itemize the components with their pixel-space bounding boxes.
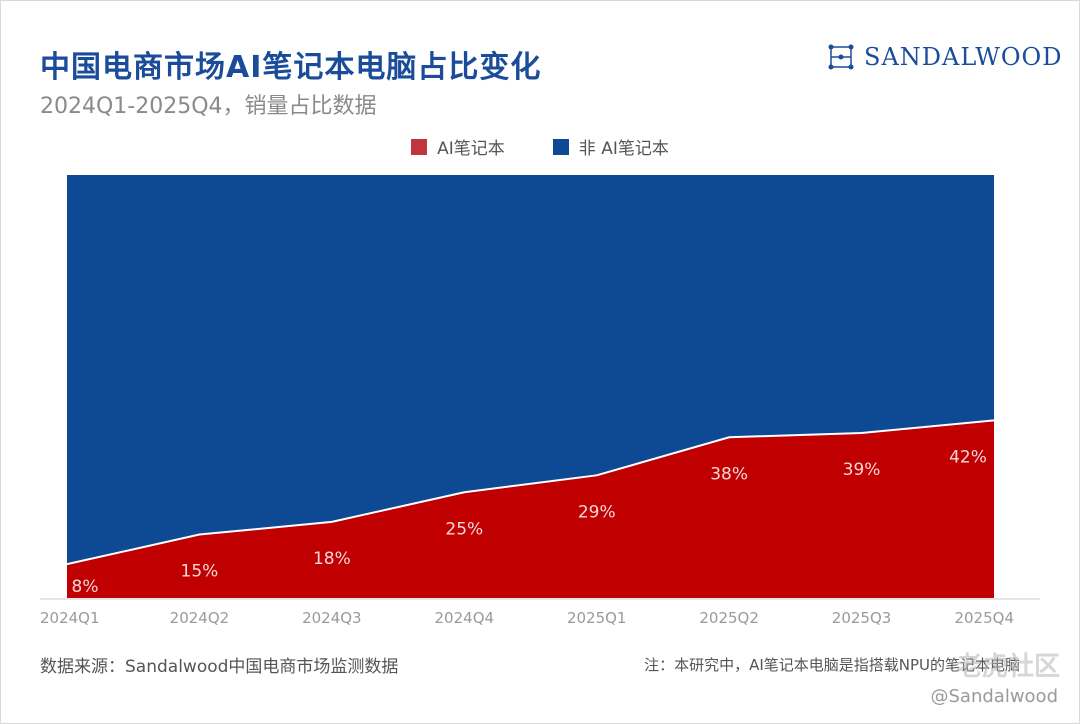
x-tick-label: 2025Q1 bbox=[567, 609, 627, 627]
page-title: 中国电商市场AI笔记本电脑占比变化 bbox=[40, 50, 542, 85]
footnote: 注：本研究中，AI笔记本电脑是指搭载NPU的笔记本电脑 bbox=[644, 656, 1020, 674]
data-label: 29% bbox=[578, 502, 616, 522]
x-tick-label: 2025Q2 bbox=[699, 609, 759, 627]
legend-swatch-non-ai bbox=[552, 138, 569, 155]
data-label: 15% bbox=[181, 562, 219, 582]
x-tick-label: 2024Q1 bbox=[40, 609, 100, 627]
x-tick-label: 2025Q3 bbox=[832, 609, 892, 627]
legend-item-ai: AI笔记本 bbox=[411, 134, 505, 159]
page-subtitle: 2024Q1-2025Q4，销量占比数据 bbox=[40, 94, 377, 119]
brand-logo: SANDALWOOD bbox=[826, 42, 1062, 72]
brand-name: SANDALWOOD bbox=[864, 43, 1063, 71]
legend-label-ai: AI笔记本 bbox=[437, 139, 505, 159]
ai-boundary-line bbox=[66, 419, 995, 566]
data-label: 8% bbox=[72, 577, 99, 597]
watermark-text: 老虎社区 bbox=[955, 652, 1060, 682]
x-tick-label: 2024Q4 bbox=[435, 609, 495, 627]
data-label: 39% bbox=[843, 460, 881, 480]
author-handle: @Sandalwood bbox=[930, 686, 1059, 707]
legend-item-non-ai: 非 AI笔记本 bbox=[552, 134, 669, 159]
ai-area bbox=[67, 420, 994, 598]
data-label: 38% bbox=[710, 464, 748, 484]
x-tick-label: 2024Q2 bbox=[170, 609, 230, 627]
data-source: 数据来源：Sandalwood中国电商市场监测数据 bbox=[40, 657, 399, 677]
legend-label-non-ai: 非 AI笔记本 bbox=[578, 139, 669, 159]
chart-legend: AI笔记本 非 AI笔记本 bbox=[0, 134, 1080, 159]
data-label: 18% bbox=[313, 549, 351, 569]
x-tick-label: 2024Q3 bbox=[302, 609, 362, 627]
data-label: 25% bbox=[445, 519, 483, 539]
legend-swatch-ai bbox=[411, 138, 428, 155]
data-label: 42% bbox=[949, 447, 987, 467]
network-node-icon bbox=[828, 44, 854, 70]
x-tick-label: 2025Q4 bbox=[954, 609, 1014, 627]
